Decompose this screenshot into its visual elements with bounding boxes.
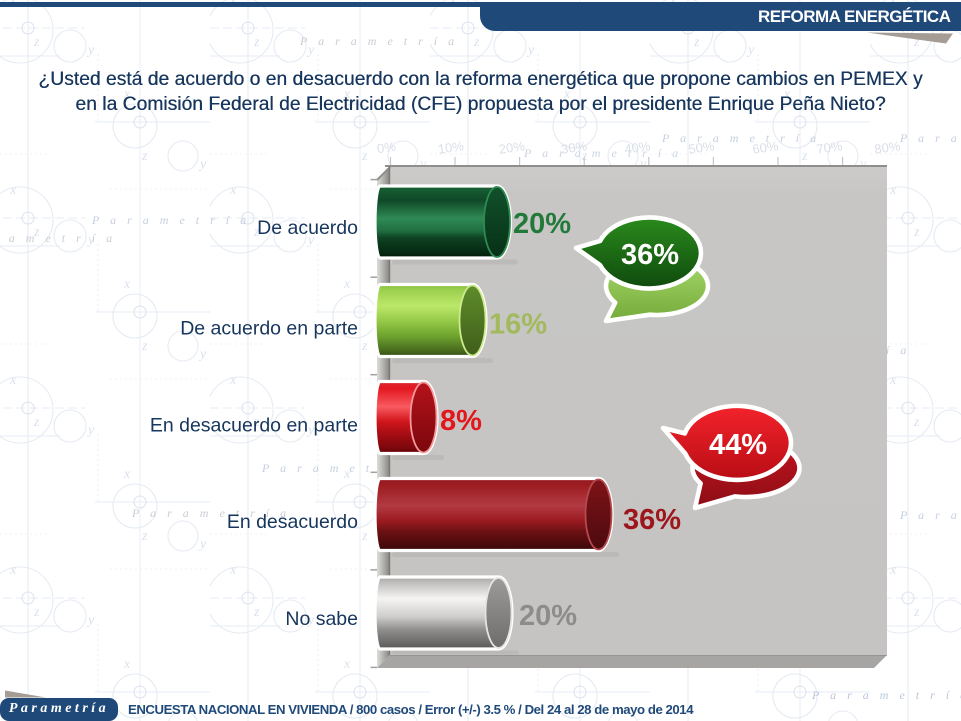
svg-text:44%: 44%	[709, 429, 767, 461]
svg-text:30%: 30%	[560, 138, 588, 157]
svg-text:10%: 10%	[437, 138, 465, 157]
svg-text:36%: 36%	[621, 239, 679, 271]
svg-text:16%: 16%	[489, 309, 547, 341]
svg-text:80%: 80%	[873, 138, 901, 157]
svg-text:36%: 36%	[623, 504, 681, 536]
svg-text:No sabe: No sabe	[285, 608, 358, 630]
svg-text:En desacuerdo: En desacuerdo	[227, 511, 358, 533]
svg-text:70%: 70%	[815, 138, 843, 157]
svg-text:40%: 40%	[623, 138, 651, 157]
svg-text:60%: 60%	[751, 138, 779, 157]
svg-text:En desacuerdo en parte: En desacuerdo en parte	[150, 415, 358, 437]
svg-text:De acuerdo en parte: De acuerdo en parte	[180, 318, 358, 340]
svg-text:20%: 20%	[513, 208, 571, 240]
svg-text:De acuerdo: De acuerdo	[257, 217, 358, 239]
svg-text:20%: 20%	[498, 138, 526, 157]
svg-text:20%: 20%	[519, 600, 577, 632]
svg-text:8%: 8%	[440, 405, 482, 437]
svg-text:50%: 50%	[687, 138, 715, 157]
svg-text:0%: 0%	[376, 139, 397, 157]
